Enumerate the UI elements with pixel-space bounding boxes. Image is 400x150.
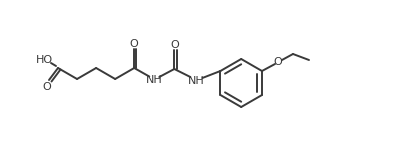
Text: O: O bbox=[170, 40, 179, 50]
Text: O: O bbox=[130, 39, 138, 49]
Text: NH: NH bbox=[146, 75, 163, 85]
Text: O: O bbox=[274, 57, 282, 67]
Text: O: O bbox=[43, 82, 51, 92]
Text: HO: HO bbox=[36, 55, 52, 65]
Text: NH: NH bbox=[188, 76, 205, 86]
